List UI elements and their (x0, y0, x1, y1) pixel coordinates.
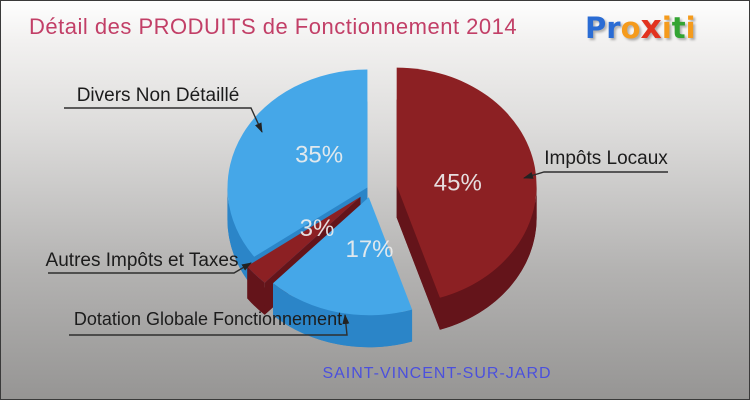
pie-slice-impots-locaux-cut-wall (396, 185, 440, 330)
pie-percent-divers: 35% (295, 142, 343, 169)
pie-slice-impots-locaux (396, 67, 537, 298)
chart-title: Détail des PRODUITS de Fonctionnement 20… (29, 14, 518, 39)
slice-label-dotation-globale: Dotation Globale Fonctionnement (73, 309, 343, 329)
logo-letter-o: o (620, 11, 641, 45)
town-name: SAINT-VINCENT-SUR-JARD (322, 365, 552, 382)
pie-slices-group (227, 67, 537, 348)
pie-slice-dotation-globale-fonctionnement (273, 197, 413, 316)
pie-slice-autres-impots-et-taxes-rim (247, 266, 265, 315)
pie-percent-autres-impots: 3% (300, 215, 335, 242)
slice-label-autres-impots-et-taxes: Autres Impôts et Taxes (45, 250, 239, 271)
logo-letter-i: i (661, 11, 672, 45)
brand-logo: Proxiti (585, 7, 696, 46)
leader-dotation-globale (69, 314, 350, 336)
logo-letter-x: x (640, 7, 662, 46)
slice-label-divers-non-detaille: Divers Non Détaillé (76, 85, 240, 106)
slice-label-impots-locaux: Impôts Locaux (544, 148, 668, 169)
pie-slice-autres-impots-et-taxes (247, 196, 361, 283)
logo-letter-r: r (606, 11, 621, 45)
logo-letter-P: P (585, 11, 607, 45)
logo-letter-t: t (671, 11, 686, 45)
pie-percent-dotation-globale: 17% (345, 236, 393, 263)
leader-lines-group (48, 107, 668, 336)
leader-divers-non-detaille (64, 107, 263, 133)
pie-slice-impots-locaux-rim (439, 185, 537, 330)
leader-impots-locaux (523, 171, 668, 179)
pie-percent-impots-locaux: 45% (434, 169, 482, 196)
logo-letter-i: i (685, 11, 696, 45)
leader-autres-impots-et-taxes (48, 262, 252, 274)
pie-slice-divers-non-detaille (227, 69, 368, 257)
